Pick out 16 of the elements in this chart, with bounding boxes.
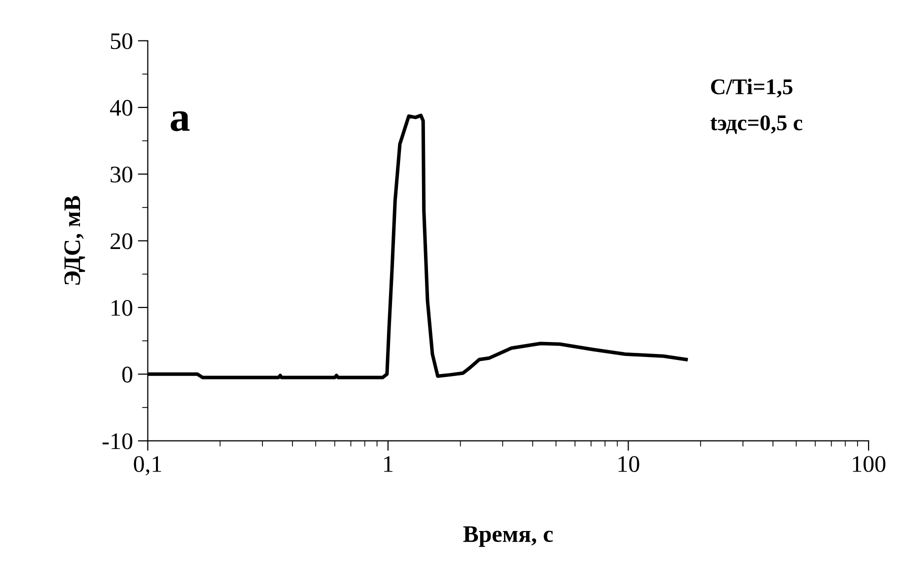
annotation: C/Ti=1,5: [711, 78, 792, 98]
x-tick-label: 100: [852, 456, 886, 472]
y-tick-label: 30: [110, 166, 132, 183]
y-axis-title: ЭДС, мВ: [64, 196, 86, 285]
x-tick-label: 1: [384, 456, 393, 472]
annotation: a: [170, 111, 190, 132]
x-tick-label: 10: [618, 456, 640, 472]
x-axis-title: Время, с: [463, 526, 553, 547]
y-tick-label: 20: [110, 233, 132, 250]
y-tick-label: 10: [112, 300, 132, 316]
y-tick-label: 0: [122, 366, 132, 383]
x-tick-label: 0,1: [134, 456, 162, 476]
y-tick-label: 50: [110, 33, 132, 50]
annotation: tэдс=0,5 с: [710, 115, 802, 134]
y-tick-label: 40: [110, 100, 132, 116]
y-tick-label: -10: [102, 433, 132, 450]
